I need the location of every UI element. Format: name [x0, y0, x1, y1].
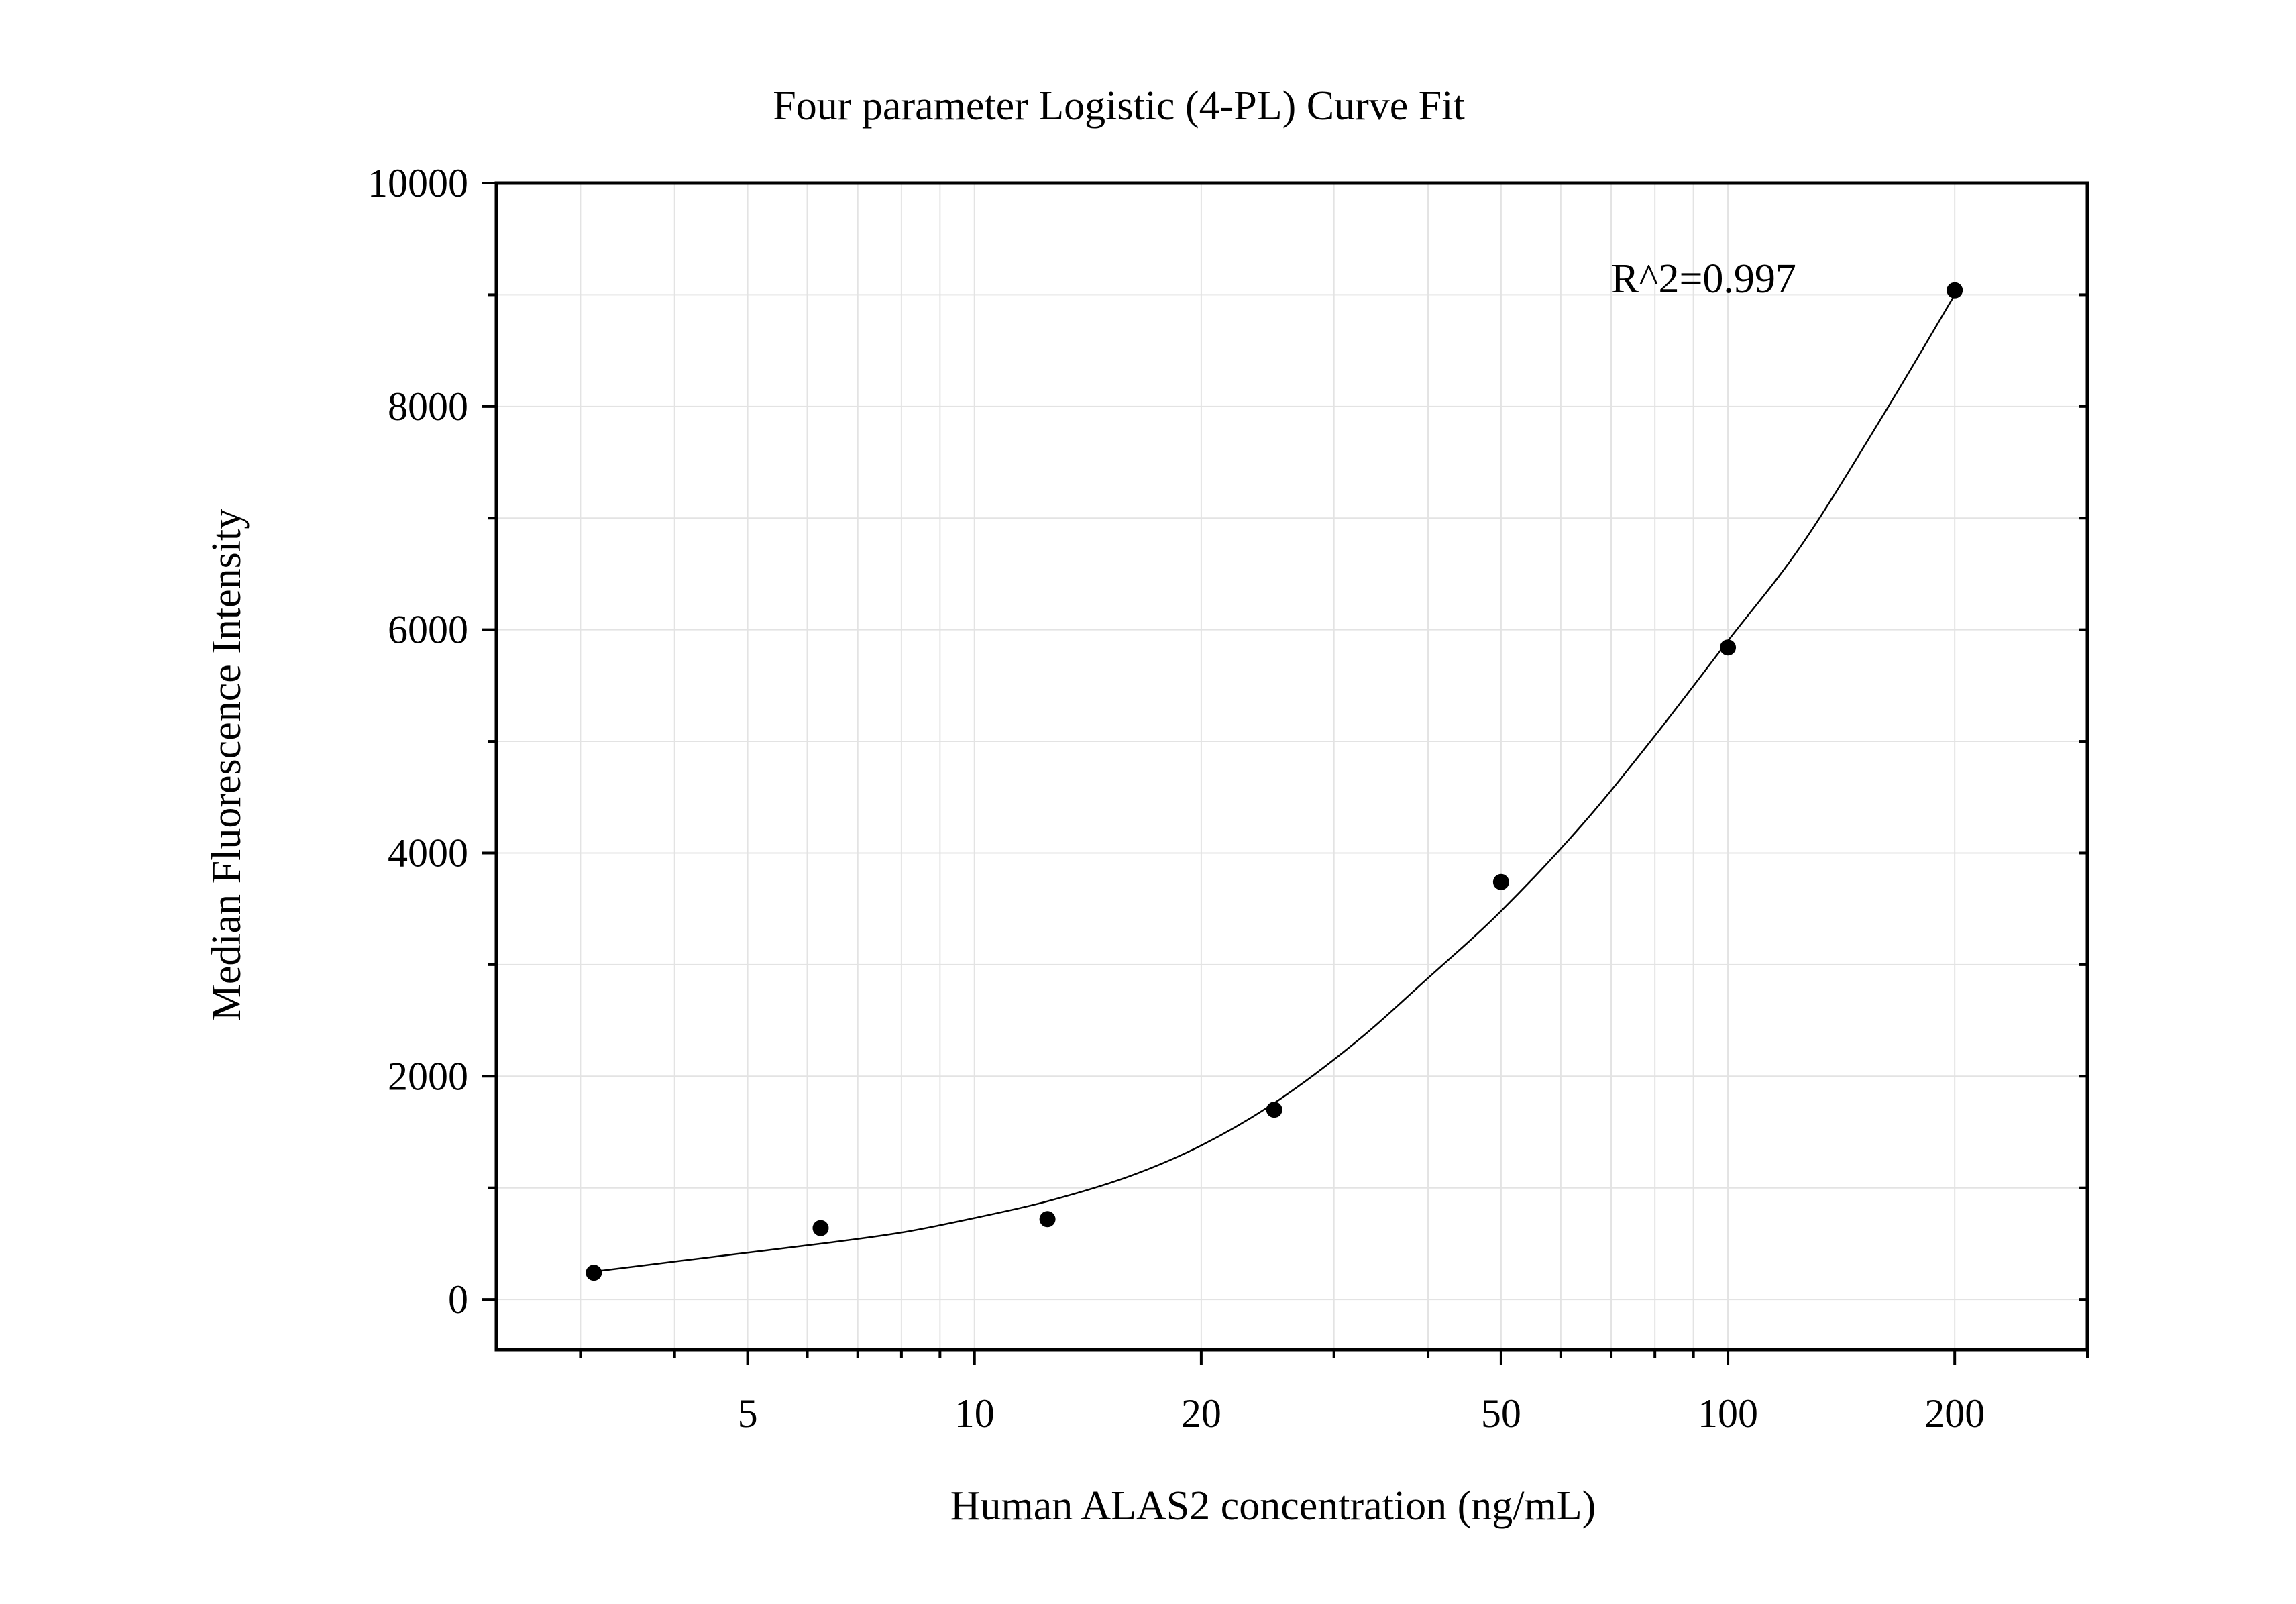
data-point — [1039, 1211, 1056, 1228]
data-points — [586, 282, 1963, 1281]
y-tick-label: 10000 — [368, 161, 468, 205]
data-point — [586, 1265, 602, 1281]
data-point — [1720, 639, 1737, 656]
data-point — [812, 1220, 829, 1236]
x-tick-label: 100 — [1698, 1391, 1758, 1436]
x-tick-label: 10 — [954, 1391, 995, 1436]
data-point — [1266, 1102, 1282, 1118]
y-tick-label: 0 — [448, 1277, 468, 1322]
x-tick-label: 200 — [1924, 1391, 1985, 1436]
chart-title: Four parameter Logistic (4-PL) Curve Fit — [773, 83, 1464, 129]
x-tick-label: 20 — [1181, 1391, 1221, 1436]
y-axis-label: Median Fluorescence Intensity — [204, 509, 250, 1021]
y-tick-label: 2000 — [388, 1054, 468, 1098]
x-axis-ticks: 5 10 20 50 100 200 — [579, 1350, 2089, 1436]
y-tick-label: 8000 — [388, 384, 468, 429]
x-axis-label: Human ALAS2 concentration (ng/mL) — [950, 1483, 1596, 1529]
plot-frame — [494, 181, 2089, 1352]
r-squared-annotation: R^2=0.997 — [1611, 256, 1796, 302]
y-tick-label: 6000 — [388, 608, 468, 652]
data-point — [1492, 873, 1509, 890]
x-tick-label: 5 — [738, 1391, 758, 1436]
x-tick-label: 50 — [1481, 1391, 1521, 1436]
fit-curve — [594, 294, 1956, 1273]
y-axis-ticks: 0 2000 4000 6000 8000 10000 — [368, 161, 2087, 1322]
data-point — [1947, 282, 1963, 299]
grid — [496, 183, 2088, 1350]
y-tick-label: 4000 — [388, 831, 468, 875]
